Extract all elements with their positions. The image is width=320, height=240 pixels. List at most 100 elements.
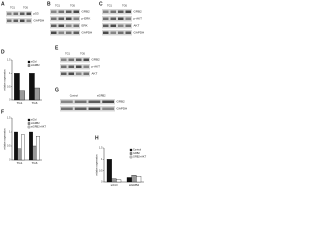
legend-label: Control	[133, 149, 142, 152]
y-tick-label: 1	[9, 131, 11, 134]
blot-band	[58, 31, 64, 34]
blot-strip	[60, 106, 115, 112]
legend-label: siCtrl	[31, 61, 37, 64]
bar	[136, 176, 142, 183]
bar	[32, 145, 37, 161]
bar	[19, 90, 25, 101]
blot-band	[26, 12, 31, 15]
figure: A B C D E F G H TG1 TG6 p53 GAPDH TG1 TG6 GRB2 p-ERK ERK…	[1, 1, 147, 187]
legend-label: GRB2+AKT	[133, 156, 147, 159]
blot-strip	[6, 18, 32, 24]
blot-strip	[6, 11, 32, 17]
blot-strip	[50, 16, 80, 22]
blot-strip	[60, 71, 90, 77]
blot-band	[103, 24, 109, 27]
blot-strip	[50, 9, 80, 15]
blot-band	[7, 19, 12, 22]
blot-strip	[50, 23, 80, 29]
panel-label: F	[1, 109, 4, 115]
blot-band	[103, 10, 109, 13]
legend-swatch	[27, 125, 31, 129]
blot-label: AKT	[92, 72, 98, 76]
blot-band	[68, 58, 74, 61]
blot-band	[110, 31, 116, 34]
panel-label: C	[99, 1, 103, 7]
lane-label: Control	[70, 95, 79, 98]
bar	[14, 131, 18, 161]
blot-band	[20, 12, 25, 15]
blot-band	[51, 17, 57, 20]
blot-band	[83, 72, 89, 75]
blot-band	[74, 107, 87, 110]
panel-label: E	[55, 45, 59, 51]
legend-swatch	[129, 152, 133, 155]
legend-swatch	[129, 155, 133, 159]
bar	[126, 177, 132, 183]
legend-label: siCtrl	[31, 119, 37, 122]
x-tick-label: TG1	[17, 161, 23, 165]
lane-label: TG1	[55, 5, 60, 8]
legend-label: siGRB2+AKT	[31, 126, 46, 129]
y-tick-label: 1.5	[99, 147, 103, 150]
blot-label: p-AKT	[92, 65, 101, 69]
bar	[21, 134, 25, 161]
blot-band	[61, 65, 67, 68]
lane-label: TG6	[23, 7, 28, 10]
bar	[17, 148, 22, 161]
blot-band	[13, 19, 18, 22]
blot-label: GAPDH	[134, 31, 145, 35]
bar	[106, 159, 112, 183]
legend-swatch	[27, 122, 31, 125]
blot-band	[74, 100, 87, 103]
y-tick-label: 0	[9, 159, 11, 162]
bar	[36, 136, 40, 161]
blot-band	[125, 31, 131, 34]
blot-band	[118, 10, 124, 13]
blot-band	[88, 100, 101, 103]
blot-label: ERK	[82, 24, 88, 28]
panel-label: D	[1, 49, 5, 55]
blot-band	[110, 24, 116, 27]
panel-label: B	[47, 1, 51, 7]
blot-strip	[102, 16, 132, 22]
blot-band	[103, 31, 109, 34]
blot-band	[58, 24, 64, 27]
y-tick-label: 1.5	[7, 59, 11, 62]
panel-label: G	[55, 87, 59, 93]
blot-label: GRB2	[134, 10, 143, 14]
blot-band	[118, 24, 124, 27]
blot-band	[61, 100, 73, 103]
blot-strip	[102, 9, 132, 15]
blot-band	[13, 12, 18, 15]
blot-band	[110, 10, 116, 13]
lane-label: TG6	[122, 5, 127, 8]
y-tick-label: 1.5	[7, 117, 11, 120]
blot-band	[125, 10, 131, 13]
blot-band	[66, 24, 72, 27]
lane-label: TG6	[80, 53, 85, 56]
bar	[116, 179, 122, 183]
blot-band	[66, 10, 72, 13]
blot-band	[73, 17, 79, 20]
blot-band	[68, 65, 74, 68]
blot-label: GRB2	[82, 10, 91, 14]
y-tick-label: 0.5	[7, 145, 11, 148]
legend-label: siGRB2	[31, 64, 40, 67]
blot-band	[51, 24, 57, 27]
y-axis-label: relative expression	[96, 154, 99, 175]
blot-strip	[60, 99, 115, 105]
blot-label: GAPDH	[82, 31, 93, 35]
y-tick-label: 0.5	[7, 85, 11, 88]
blot-band	[103, 17, 109, 20]
blot-strip	[60, 57, 90, 63]
blot-band	[110, 17, 116, 20]
bar	[29, 73, 35, 101]
blot-band	[102, 107, 114, 110]
blot-label: AKT	[134, 24, 140, 28]
blot-band	[76, 72, 82, 75]
blot-band	[125, 24, 131, 27]
x-tick-label: siCtrl	[111, 183, 118, 187]
blot-label: p53	[34, 12, 39, 16]
blot-band	[61, 72, 67, 75]
legend-swatch	[27, 60, 31, 64]
